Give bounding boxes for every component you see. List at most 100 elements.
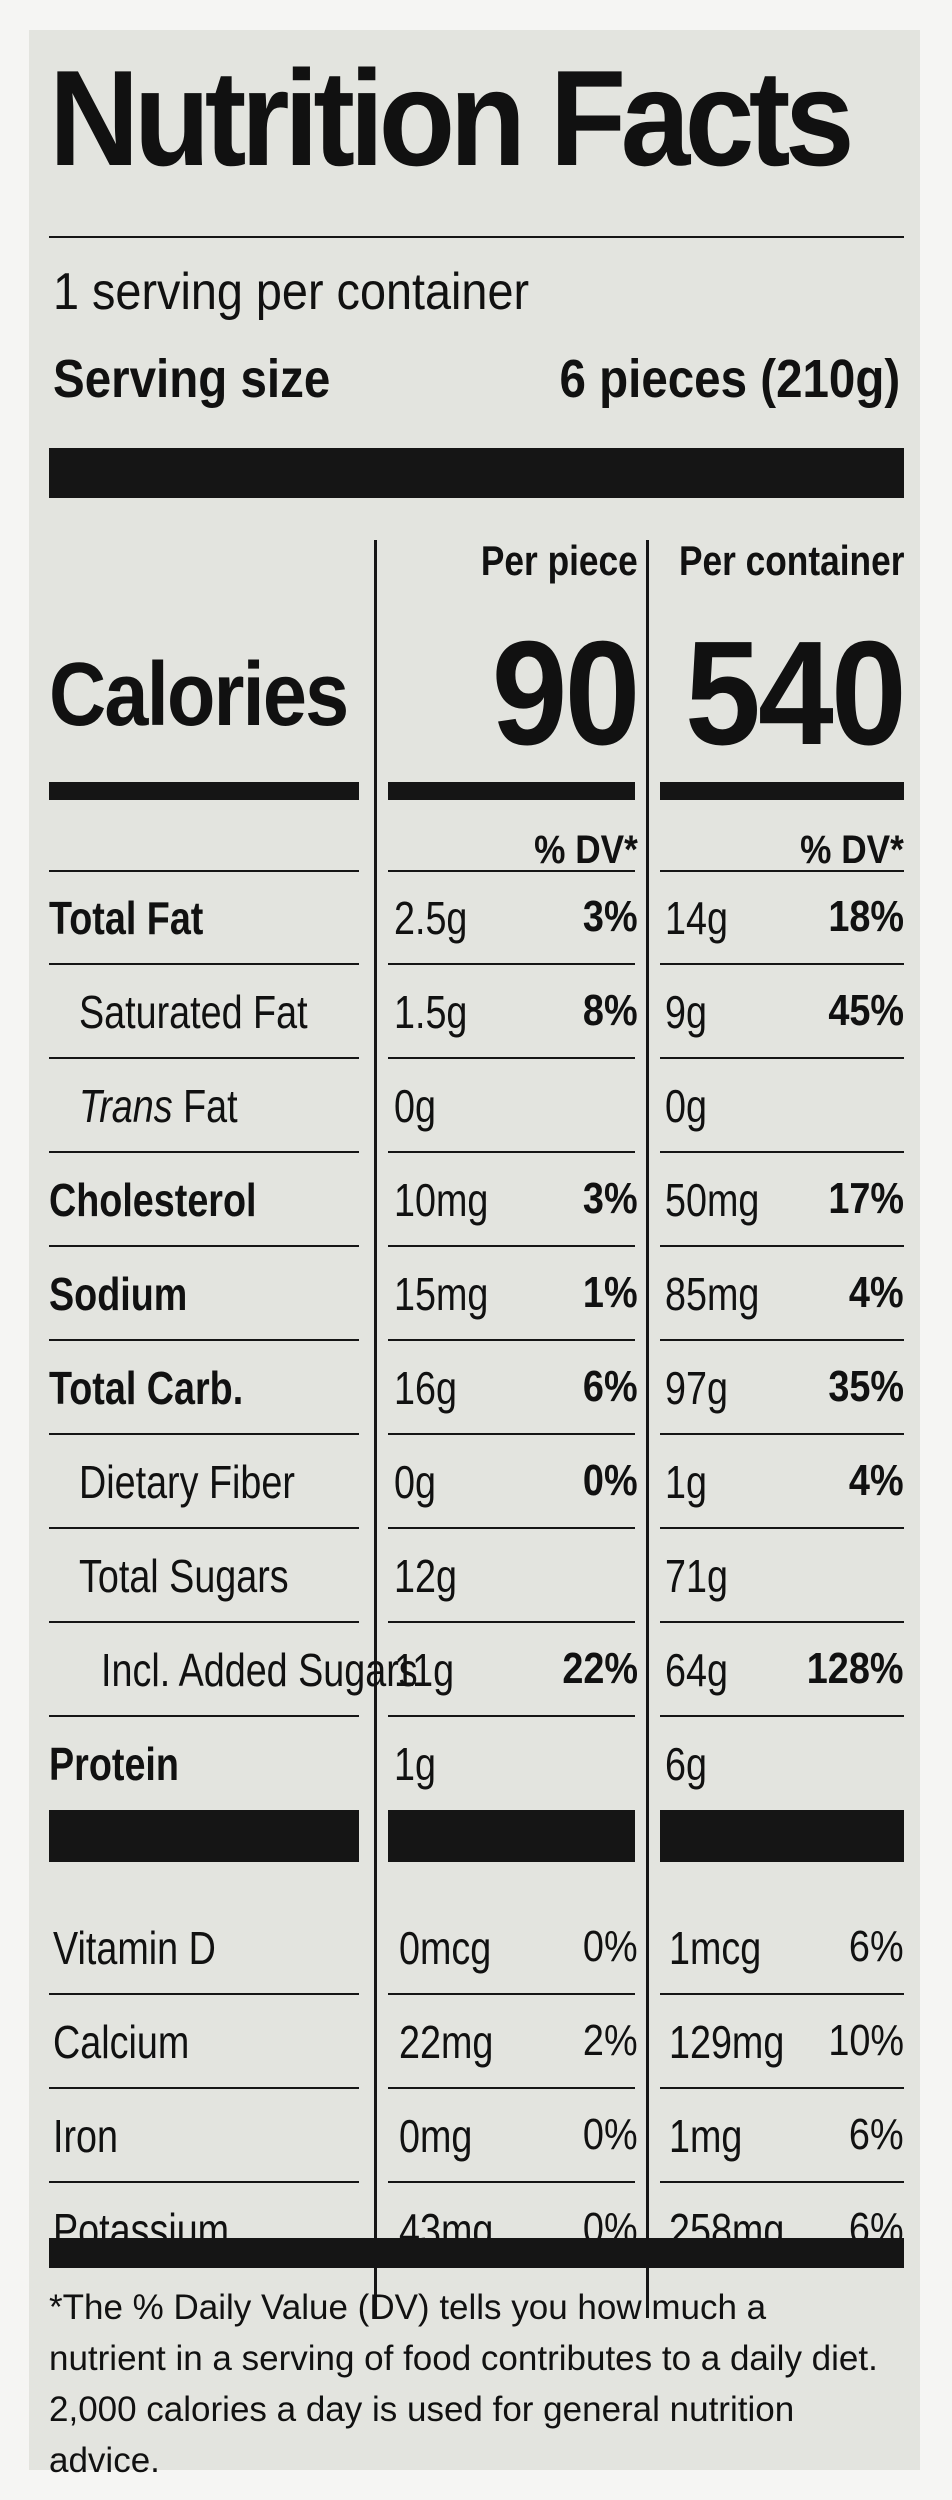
amount-per-piece: 0g xyxy=(394,1456,436,1508)
row-divider xyxy=(49,1339,359,1341)
nutrient-label: Fat xyxy=(183,1080,238,1132)
row-divider xyxy=(660,1715,904,1717)
amount-per-container: 9g xyxy=(665,986,707,1038)
amount-per-piece: 0mg xyxy=(399,2110,473,2162)
nutrient-label: Protein xyxy=(49,1738,179,1790)
amount-per-piece: 0mcg xyxy=(399,1922,492,1974)
nutrition-facts-label: Nutrition Facts 1 serving per container … xyxy=(29,30,920,2480)
row-divider xyxy=(388,1057,635,1059)
amount-per-container: 0g xyxy=(665,1080,707,1132)
nutrient-name: Total Carb. xyxy=(49,1365,243,1411)
row-divider xyxy=(660,870,904,872)
dv-per-piece: 3% xyxy=(583,892,638,941)
amount-per-container: 85mg xyxy=(665,1268,760,1320)
amount-per-piece: 11g xyxy=(394,1644,455,1696)
row-divider xyxy=(388,2087,635,2089)
nutrient-name: Saturated Fat xyxy=(79,989,308,1035)
row-divider xyxy=(660,2087,904,2089)
dv-per-container: 45% xyxy=(828,986,904,1035)
dv-per-container: 6% xyxy=(849,2110,904,2159)
dv-per-container: 35% xyxy=(828,1362,904,1411)
amount-per-piece: 22mg xyxy=(399,2016,494,2068)
dv-per-piece: 3% xyxy=(583,1174,638,1223)
amount-per-piece: 0g xyxy=(394,1080,436,1132)
title-divider xyxy=(49,236,904,238)
nutrient-label: Saturated Fat xyxy=(79,986,308,1038)
col-header-per-container: Per container xyxy=(678,537,904,584)
vitamin-name: Iron xyxy=(53,2110,118,2162)
amount-per-piece: 16g xyxy=(394,1362,457,1414)
dv-per-container: 6% xyxy=(849,1922,904,1971)
row-divider xyxy=(49,1993,359,1995)
amount-per-piece: 1g xyxy=(394,1738,436,1790)
column-divider-1 xyxy=(374,540,377,2318)
row-divider xyxy=(388,1621,635,1623)
column-divider-2 xyxy=(646,540,649,2318)
vitamin-bar-1 xyxy=(49,1810,359,1862)
row-divider xyxy=(660,1057,904,1059)
row-divider xyxy=(660,1993,904,1995)
dv-per-container: 10% xyxy=(828,2016,904,2065)
label-title: Nutrition Facts xyxy=(49,42,855,194)
amount-per-piece: 12g xyxy=(394,1550,457,1602)
row-divider xyxy=(660,963,904,965)
row-divider xyxy=(49,870,359,872)
dv-per-container: 4% xyxy=(849,1456,904,1505)
amount-per-container: 1mg xyxy=(669,2110,743,2162)
row-divider xyxy=(49,1151,359,1153)
amount-per-container: 1g xyxy=(665,1456,707,1508)
nutrient-label: Incl. Added Sugars xyxy=(101,1644,418,1696)
footnote: *The % Daily Value (DV) tells you how mu… xyxy=(49,2288,878,2480)
row-divider xyxy=(49,1527,359,1529)
row-divider xyxy=(388,1151,635,1153)
vitamin-bar-3 xyxy=(660,1810,904,1862)
row-divider xyxy=(388,1715,635,1717)
calories-rule-3 xyxy=(660,782,904,800)
amount-per-container: 50mg xyxy=(665,1174,760,1226)
row-divider xyxy=(660,1339,904,1341)
dv-per-piece: 0% xyxy=(583,1922,638,1971)
row-divider xyxy=(388,1527,635,1529)
dv-per-container: 4% xyxy=(849,1268,904,1317)
amount-per-piece: 1.5g xyxy=(394,986,468,1038)
vitamin-bar-2 xyxy=(388,1810,635,1862)
row-divider xyxy=(660,1527,904,1529)
dv-per-container: 17% xyxy=(828,1174,904,1223)
amount-per-container: 1mcg xyxy=(669,1922,762,1974)
servings-per-container: 1 serving per container xyxy=(53,263,530,321)
row-divider xyxy=(388,2181,635,2183)
dv-per-piece: 22% xyxy=(562,1644,638,1693)
amount-per-container: 97g xyxy=(665,1362,728,1414)
calories-per-container: 540 xyxy=(685,611,907,776)
row-divider xyxy=(388,1433,635,1435)
dv-per-container: 18% xyxy=(828,892,904,941)
row-divider xyxy=(388,1993,635,1995)
row-divider xyxy=(49,1715,359,1717)
nutrient-name: Trans Fat xyxy=(79,1083,238,1129)
dv-per-piece: 2% xyxy=(583,2016,638,2065)
calories-label: Calories xyxy=(49,645,349,745)
row-divider xyxy=(388,963,635,965)
thick-divider-top xyxy=(49,448,904,498)
dv-per-piece: 1% xyxy=(583,1268,638,1317)
nutrient-name: Incl. Added Sugars xyxy=(101,1647,418,1693)
row-divider xyxy=(49,2181,359,2183)
dv-per-piece: 0% xyxy=(583,2110,638,2159)
dv-header-per-container: % DV* xyxy=(800,828,904,872)
nutrient-name: Cholesterol xyxy=(49,1177,256,1223)
row-divider xyxy=(49,1433,359,1435)
dv-per-piece: 6% xyxy=(583,1362,638,1411)
nutrient-label: Total Fat xyxy=(49,892,204,944)
row-divider xyxy=(49,963,359,965)
nutrient-label: Dietary Fiber xyxy=(79,1456,295,1508)
nutrient-name: Total Sugars xyxy=(79,1553,289,1599)
nutrient-label: Total Sugars xyxy=(79,1550,289,1602)
row-divider xyxy=(49,1621,359,1623)
row-divider xyxy=(49,1057,359,1059)
serving-size-value: 6 pieces (210g) xyxy=(559,349,900,409)
row-divider xyxy=(49,2087,359,2089)
row-divider xyxy=(660,2181,904,2183)
col-header-per-piece: Per piece xyxy=(481,537,638,584)
serving-size-label: Serving size xyxy=(53,349,331,409)
row-divider xyxy=(660,1433,904,1435)
